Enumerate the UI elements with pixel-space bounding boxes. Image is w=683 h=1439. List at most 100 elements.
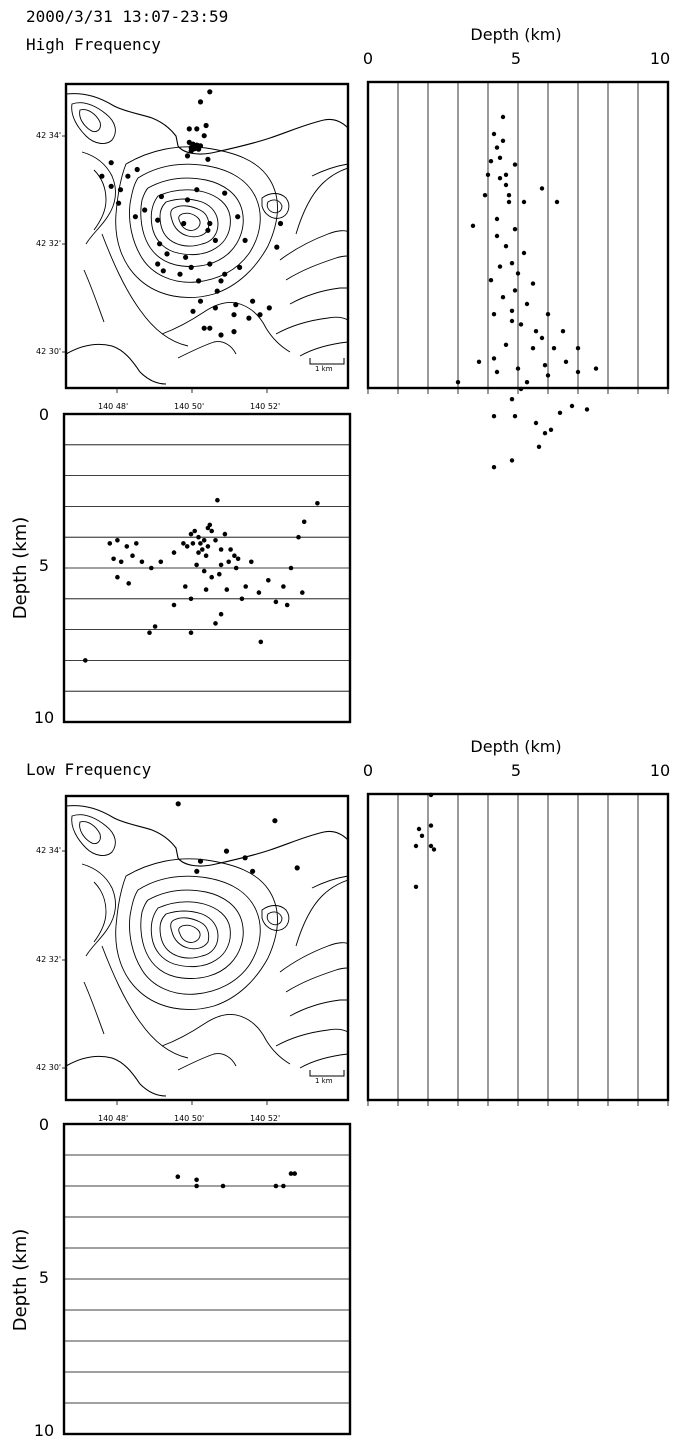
- hf-lat-depth-hypocenter-dot: [551, 346, 557, 351]
- hf-lon-depth-hypocenter-dot: [224, 587, 230, 592]
- hf-lon-depth-hypocenter-dot: [300, 590, 305, 595]
- hf-lat-depth-hypocenter-dot: [503, 172, 509, 177]
- hf-lon-depth-hypocenter-dot: [296, 534, 301, 540]
- hf-map-epicenter-dot: [157, 241, 163, 247]
- hf-lat-depth-hypocenter-dot: [560, 329, 566, 334]
- hf-map-epicenter-dot: [190, 308, 196, 314]
- hf-lon-depth-hypocenter-dot: [273, 599, 279, 605]
- high-frequency-scale-label: 1 km: [315, 365, 333, 373]
- low-frequency-lon-depth-dots: [175, 1171, 298, 1189]
- lf-lon-depth-hypocenter-dot: [220, 1183, 226, 1189]
- high-frequency-lat-depth-grid: [397, 82, 639, 388]
- hf-map-epicenter-dot: [207, 261, 213, 267]
- low-frequency-title: Low Frequency: [26, 760, 152, 779]
- hf-map-epicenter-dot: [222, 271, 228, 277]
- hf-lon-depth-hypocenter-dot: [315, 501, 320, 506]
- hf-map-epicenter-dot: [196, 278, 202, 284]
- lon-tick-label: 140 48': [98, 402, 128, 411]
- lon-tick-label: 140 50': [174, 1114, 204, 1123]
- hf-lon-depth-hypocenter-dot: [203, 587, 209, 592]
- hf-lat-depth-hypocenter-dot: [539, 186, 545, 191]
- hf-lat-depth-hypocenter-dot: [518, 386, 524, 392]
- hf-lat-depth-hypocenter-dot: [512, 288, 518, 293]
- high-frequency-lon-depth-frame: [62, 412, 352, 724]
- lon-tick-label: 140 52': [250, 402, 280, 411]
- hf-map-epicenter-dot: [222, 190, 228, 196]
- hf-lat-depth-hypocenter-dot: [542, 363, 548, 368]
- hf-lat-depth-hypocenter-dot: [557, 410, 563, 415]
- hf-lat-depth-hypocenter-dot: [593, 366, 599, 371]
- high-frequency-map-dots: [99, 89, 284, 338]
- lf-map-epicenter-dot: [242, 855, 248, 861]
- hf-lat-depth-hypocenter-dot: [542, 431, 548, 436]
- hf-map-epicenter-dot: [218, 278, 224, 284]
- hf-map-epicenter-dot: [188, 148, 194, 154]
- hf-lat-depth-hypocenter-dot: [509, 318, 515, 324]
- depth-tick-label: 10: [650, 761, 670, 780]
- hf-map-epicenter-dot: [237, 264, 243, 270]
- hf-map-epicenter-dot: [177, 271, 183, 277]
- hf-lat-depth-hypocenter-dot: [518, 322, 524, 327]
- hf-lat-depth-hypocenter-dot: [500, 295, 506, 300]
- depth-tick-label: 10: [34, 1421, 54, 1439]
- lf-map-epicenter-dot: [197, 858, 204, 864]
- hf-lat-depth-hypocenter-dot: [575, 346, 581, 351]
- hf-map-epicenter-dot: [184, 153, 191, 159]
- lf-lat-depth-hypocenter-dot: [428, 792, 434, 798]
- hf-lat-depth-hypocenter-dot: [554, 199, 560, 205]
- hf-map-epicenter-dot: [194, 126, 200, 132]
- lf-lat-depth-hypocenter-dot: [413, 884, 419, 889]
- hf-lat-depth-hypocenter-dot: [512, 227, 518, 232]
- hf-lon-depth-hypocenter-dot: [188, 630, 194, 635]
- hf-map-epicenter-dot: [197, 99, 204, 105]
- hf-lon-depth-hypocenter-dot: [171, 602, 177, 608]
- lf-lon-depth-hypocenter-dot: [194, 1183, 199, 1189]
- hf-map-epicenter-dot: [188, 264, 194, 270]
- hf-lat-depth-hypocenter-dot: [563, 359, 569, 364]
- hf-lon-depth-hypocenter-dot: [217, 571, 222, 577]
- hf-lat-depth-hypocenter-dot: [536, 444, 542, 449]
- hf-map-epicenter-dot: [116, 200, 122, 206]
- hf-lat-depth-hypocenter-dot: [548, 427, 554, 432]
- hf-lat-depth-hypocenter-dot: [494, 233, 500, 239]
- hf-map-epicenter-dot: [160, 268, 166, 274]
- low-frequency-map-panel: 1 km 42 34' 42 32' 42 30' 140 48' 140 50…: [36, 794, 350, 1123]
- hf-map-epicenter-dot: [117, 187, 124, 193]
- hf-lon-depth-hypocenter-dot: [107, 541, 113, 546]
- hf-map-epicenter-dot: [181, 220, 187, 227]
- hf-map-epicenter-dot: [183, 254, 189, 260]
- hf-lon-depth-hypocenter-dot: [218, 547, 224, 552]
- hf-lat-depth-hypocenter-dot: [512, 162, 518, 167]
- lf-lon-depth-hypocenter-dot: [292, 1171, 298, 1176]
- hf-map-epicenter-dot: [201, 325, 207, 331]
- lf-lat-depth-hypocenter-dot: [428, 843, 434, 849]
- hf-lat-depth-hypocenter-dot: [485, 172, 491, 177]
- hf-lat-depth-hypocenter-dot: [521, 250, 527, 256]
- high-frequency-depth-axis-title: Depth (km): [470, 25, 561, 44]
- lf-lat-depth-hypocenter-dot: [419, 833, 425, 838]
- hf-lat-depth-hypocenter-dot: [515, 271, 521, 276]
- low-frequency-lat-depth-dots: [413, 792, 437, 889]
- low-frequency-lon-depth-panel: 0 5 10 Depth (km): [10, 1115, 352, 1439]
- high-frequency-terrain: [66, 93, 348, 385]
- hf-lat-depth-hypocenter-dot: [503, 342, 509, 347]
- lf-lon-depth-hypocenter-dot: [281, 1183, 286, 1189]
- low-frequency-depth-axis-title-vertical: Depth (km): [10, 1229, 31, 1332]
- hf-lat-depth-hypocenter-dot: [497, 264, 503, 269]
- hf-lon-depth-hypocenter-dot: [201, 568, 207, 574]
- hf-lon-depth-hypocenter-dot: [196, 534, 201, 540]
- hf-lat-depth-hypocenter-dot: [533, 329, 539, 334]
- hf-lon-depth-hypocenter-dot: [198, 541, 203, 546]
- hf-lon-depth-hypocenter-dot: [130, 553, 135, 558]
- low-frequency-lat-depth-panel: Depth (km) 0 5 10: [363, 737, 670, 1106]
- hf-lat-depth-hypocenter-dot: [476, 359, 482, 364]
- low-frequency-lon-depth-frame: [62, 1122, 352, 1436]
- hf-lon-depth-hypocenter-dot: [215, 497, 220, 503]
- hf-map-epicenter-dot: [231, 329, 237, 335]
- hf-lat-depth-hypocenter-dot: [491, 414, 497, 419]
- lat-tick-label: 42 34': [36, 131, 61, 140]
- lon-tick-label: 140 50': [174, 402, 204, 411]
- hf-lon-depth-hypocenter-dot: [256, 590, 262, 595]
- hf-lon-depth-hypocenter-dot: [232, 553, 237, 558]
